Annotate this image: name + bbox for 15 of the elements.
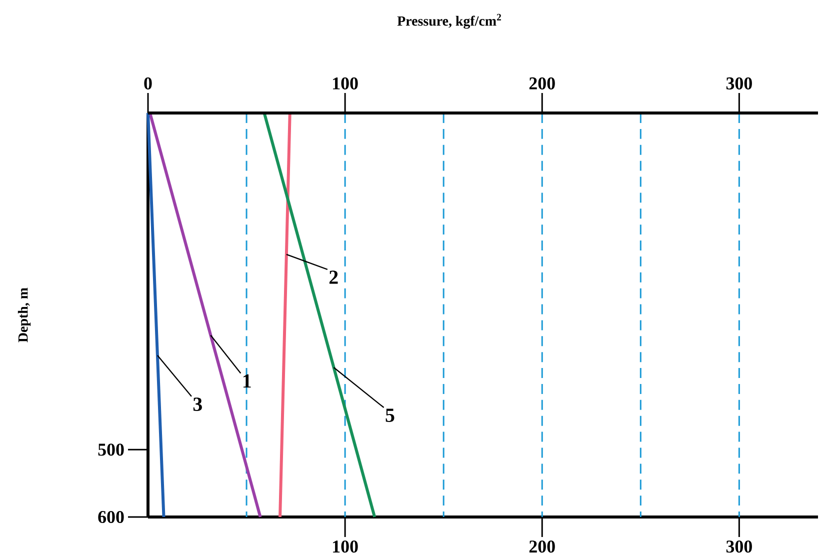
x2-tick-label: 0 bbox=[144, 77, 152, 90]
series-label: 5 bbox=[386, 408, 394, 422]
text: 2 bbox=[329, 270, 338, 284]
x2-tick-label: 300 bbox=[726, 77, 752, 90]
x2-tick-label: 200 bbox=[529, 77, 555, 90]
y-tick-label: 600 bbox=[98, 510, 124, 524]
series-label: 3 bbox=[193, 398, 202, 411]
y-tick-label: 500 bbox=[98, 444, 124, 456]
series-label: 1 bbox=[243, 374, 251, 388]
x2-tick-label: 100 bbox=[333, 77, 358, 90]
x-tick-label: 200 bbox=[529, 540, 555, 553]
x-tick-label: 300 bbox=[726, 540, 752, 553]
y-axis-title: Depth, m bbox=[18, 288, 31, 342]
x-tick-label: 100 bbox=[333, 540, 358, 553]
x2-axis-title: Pressure, kgf/cm$^{2}$ bbox=[397, 14, 501, 29]
